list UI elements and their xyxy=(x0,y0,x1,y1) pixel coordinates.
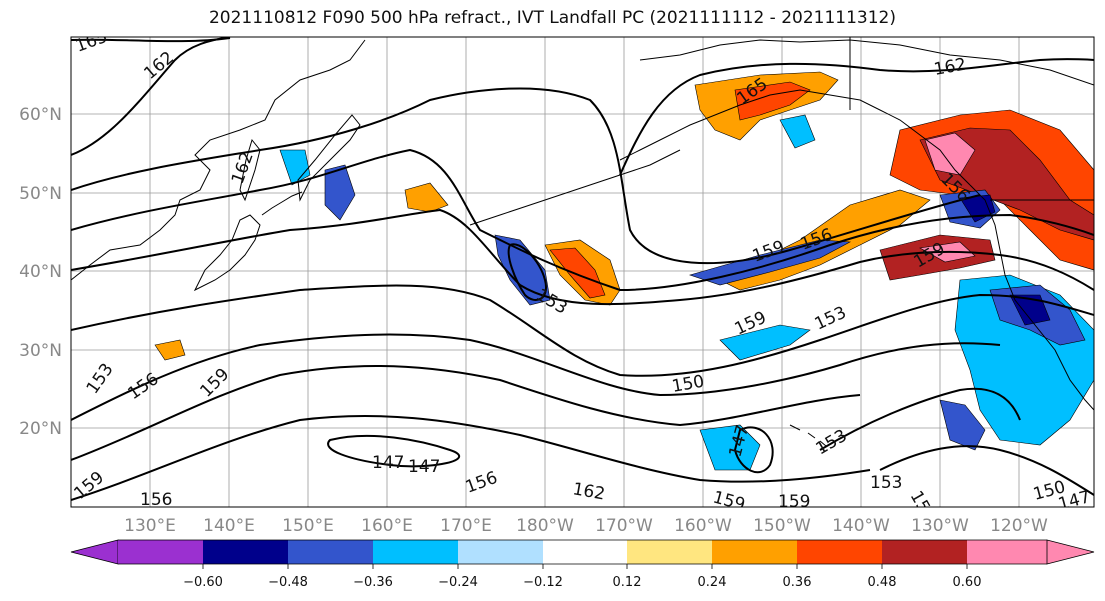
shade-south-negative xyxy=(699,424,761,471)
colorbar-tick-label: 0.60 xyxy=(953,575,982,590)
longitude-labels: 130°E 140°E 150°E 160°E 170°E 180°W 170°… xyxy=(124,516,1048,536)
shade-coast-max xyxy=(924,132,976,176)
colorbar-tick-label: −0.36 xyxy=(353,575,393,590)
japan-coast xyxy=(193,214,261,292)
asia-coast xyxy=(71,39,366,281)
lon-label: 130°W xyxy=(911,516,969,536)
latitude-labels: 60°N 50°N 40°N 30°N 20°N xyxy=(19,105,62,439)
colorbar: −0.60 −0.48 −0.36 −0.24 −0.12 0.12 0.24 … xyxy=(70,539,1095,590)
contour-162-south xyxy=(71,414,871,501)
lat-label: 60°N xyxy=(19,105,62,125)
colorbar-left-arrow xyxy=(70,539,119,565)
colorbar-tick-label: 0.48 xyxy=(868,575,897,590)
colorbar-segment xyxy=(882,540,967,564)
shade-hawaii-negative xyxy=(939,399,986,451)
map-title: 2021110812 F090 500 hPa refract., IVT La… xyxy=(208,8,896,28)
sakhalin-coast xyxy=(239,138,261,202)
shade-sw-positive xyxy=(154,339,186,361)
colorbar-ticks xyxy=(202,564,968,569)
contour-147-hawaii xyxy=(733,426,774,474)
contour-label: 156 xyxy=(140,490,172,510)
colorbar-segment xyxy=(203,540,288,564)
contour-label: 159 xyxy=(778,492,810,512)
colorbar-segment xyxy=(967,540,1047,564)
contour-156-north xyxy=(71,148,1094,292)
lon-label: 160°W xyxy=(674,516,732,536)
aleutian-islands xyxy=(469,149,681,226)
map-frame xyxy=(70,36,1095,508)
colorbar-tick-label: 0.24 xyxy=(698,575,727,590)
shade-central-strong xyxy=(549,247,606,299)
lat-label: 20°N xyxy=(19,419,62,439)
colorbar-segment xyxy=(458,540,543,564)
colorbar-segment xyxy=(797,540,882,564)
lon-label: 150°W xyxy=(753,516,811,536)
colorbar-segment xyxy=(627,540,712,564)
lat-label: 30°N xyxy=(19,341,62,361)
contour-159-north xyxy=(71,87,981,265)
colorbar-tick-label: 0.36 xyxy=(783,575,812,590)
lon-label: 140°W xyxy=(832,516,890,536)
colorbar-segment xyxy=(543,540,627,564)
shade-alaska-negative xyxy=(779,114,816,149)
lat-label: 50°N xyxy=(19,184,62,204)
colorbar-tick-label: −0.48 xyxy=(268,575,308,590)
colorbar-segment xyxy=(118,540,203,564)
shade-japan-negative xyxy=(324,164,356,221)
contour-label: 147 xyxy=(408,457,440,477)
contour-150 xyxy=(71,284,1094,377)
shade-nw-positive xyxy=(404,182,449,213)
contour-162-east xyxy=(619,58,1094,176)
map-content: 165 162 162 165 162 159 156 159 156 153 … xyxy=(71,37,1094,515)
contour-153 xyxy=(71,208,1094,306)
contour-low-loop xyxy=(507,243,547,301)
colorbar-segment xyxy=(712,540,797,564)
colorbar-right-arrow xyxy=(1046,539,1095,565)
lon-label: 170°W xyxy=(595,516,653,536)
colorbar-tick-labels: −0.60 −0.48 −0.36 −0.24 −0.12 0.12 0.24 … xyxy=(183,575,981,590)
contour-label: 147 xyxy=(372,453,404,473)
hawaii-islands xyxy=(789,424,827,447)
height-contours xyxy=(71,37,1094,501)
contour-153-east xyxy=(819,387,1021,451)
lon-label: 120°W xyxy=(990,516,1048,536)
colorbar-tick-label: 0.12 xyxy=(613,575,642,590)
colorbar-tick-label: −0.24 xyxy=(438,575,478,590)
lon-label: 160°E xyxy=(361,516,413,536)
contour-162-west xyxy=(71,37,231,156)
kamchatka-coast xyxy=(297,114,361,202)
shade-se-negative-strong xyxy=(1009,294,1051,326)
contour-147 xyxy=(327,434,460,468)
contour-159-south xyxy=(71,364,861,461)
lon-label: 170°E xyxy=(440,516,492,536)
colorbar-tick-label: −0.60 xyxy=(183,575,223,590)
shade-mid-negative xyxy=(719,324,811,361)
lon-label: 140°E xyxy=(203,516,255,536)
contour-label: 147 xyxy=(1056,487,1093,515)
contour-150-east xyxy=(879,445,1094,496)
graticule xyxy=(71,37,1094,507)
colorbar-tick-label: −0.12 xyxy=(523,575,563,590)
refractivity-shading xyxy=(154,71,1094,471)
contour-label: 153 xyxy=(870,473,902,493)
shade-kamchatka-negative xyxy=(279,149,311,186)
lon-label: 150°E xyxy=(282,516,334,536)
contour-156-south xyxy=(71,333,1001,421)
kuril-islands xyxy=(261,191,303,216)
colorbar-segment xyxy=(288,540,373,564)
lon-label: 130°E xyxy=(124,516,176,536)
na-coast xyxy=(969,184,1094,411)
lat-label: 40°N xyxy=(19,262,62,282)
colorbar-segment xyxy=(373,540,458,564)
alaska-coast xyxy=(619,89,971,186)
lon-label: 180°W xyxy=(516,516,574,536)
